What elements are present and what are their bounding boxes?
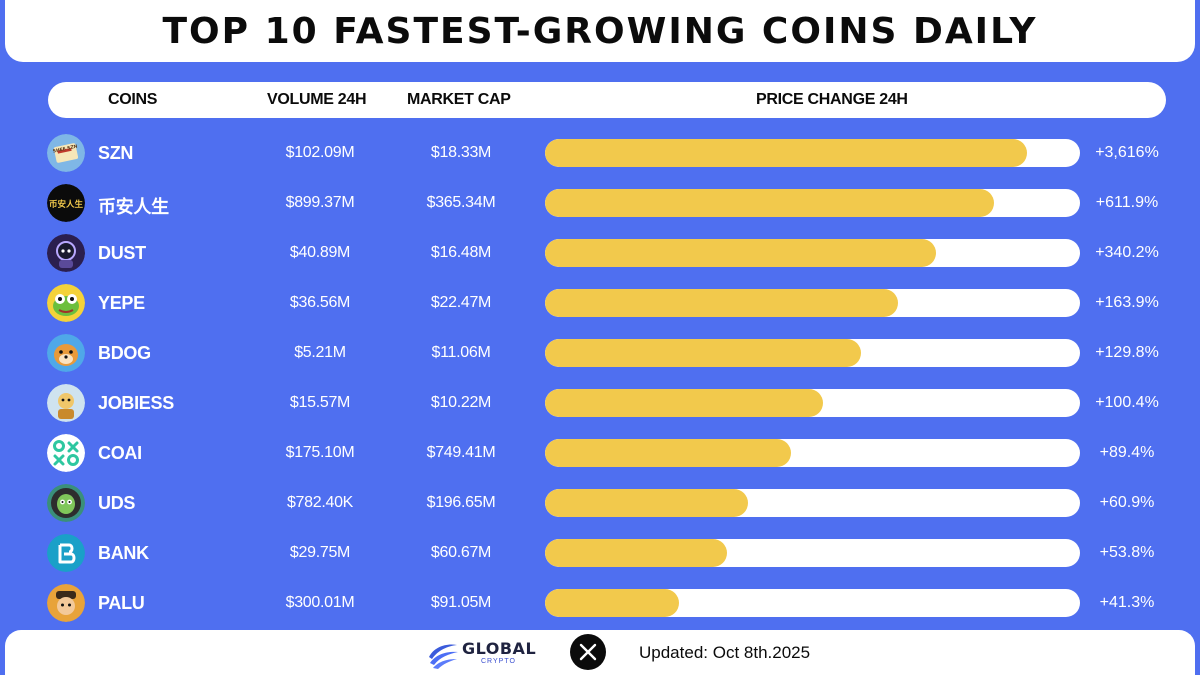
table-row: YEPE $36.56M $22.47M +163.9%: [0, 281, 1200, 325]
bdog-dog-icon: [47, 334, 85, 372]
volume-value: $300.01M: [285, 594, 355, 611]
coin-name: 币安人生: [98, 197, 169, 217]
globe-swoosh-icon: [429, 644, 458, 669]
volume-value: $36.56M: [289, 294, 351, 311]
bar-track: [545, 339, 1080, 367]
coin-name: BDOG: [98, 343, 151, 363]
market-cap-value: $16.48M: [430, 244, 492, 261]
bar-fill: [545, 189, 994, 217]
header-market-cap: MARKET CAP: [407, 91, 511, 108]
bar-fill: [545, 589, 679, 617]
bank-logo-icon: [47, 534, 85, 572]
dust-astronaut-icon: [47, 234, 85, 272]
brand-subtitle: CRYPTO: [481, 658, 516, 665]
szn-ticket-icon: SHEE SZN: [47, 134, 85, 172]
title-banner: TOP 10 FASTEST-GROWING COINS DAILY: [5, 0, 1195, 62]
table-row: SHEE SZN SZN $102.09M $18.33M +3,616%: [0, 131, 1200, 175]
bar-fill: [545, 239, 936, 267]
bar-track: [545, 589, 1080, 617]
binance-life-icon: 币安人生: [47, 184, 85, 222]
table-row: PALU $300.01M $91.05M +41.3%: [0, 581, 1200, 625]
coin-name: YEPE: [98, 293, 145, 313]
price-change-label: +41.3%: [1099, 594, 1155, 611]
coin-name: SZN: [98, 143, 134, 163]
footer: GLOBAL CRYPTO Updated: Oct 8th.2025: [5, 630, 1195, 675]
table-row: JOBIESS $15.57M $10.22M +100.4%: [0, 381, 1200, 425]
bar-fill: [545, 389, 823, 417]
x-logo-icon[interactable]: [570, 634, 606, 670]
price-change-label: +129.8%: [1095, 344, 1159, 361]
bar-fill: [545, 139, 1027, 167]
price-change-label: +53.8%: [1099, 544, 1155, 561]
price-change-label: +611.9%: [1095, 194, 1159, 211]
page-title: TOP 10 FASTEST-GROWING COINS DAILY: [162, 10, 1038, 52]
bar-track: [545, 439, 1080, 467]
header-price-change: PRICE CHANGE 24H: [756, 91, 908, 108]
bar-fill: [545, 289, 898, 317]
price-change-label: +60.9%: [1099, 494, 1155, 511]
market-cap-value: $10.22M: [430, 394, 492, 411]
table-row: UDS $782.40K $196.65M +60.9%: [0, 481, 1200, 525]
bar-track: [545, 139, 1080, 167]
coai-logo-icon: [47, 434, 85, 472]
market-cap-value: $22.47M: [430, 294, 492, 311]
market-cap-value: $365.34M: [426, 194, 496, 211]
volume-value: $175.10M: [285, 444, 355, 461]
table-row: DUST $40.89M $16.48M +340.2%: [0, 231, 1200, 275]
coin-table: SHEE SZN SZN $102.09M $18.33M +3,616% 币安人生 币安人…: [0, 131, 1200, 625]
market-cap-value: $91.05M: [430, 594, 492, 611]
bar-track: [545, 489, 1080, 517]
volume-value: $29.75M: [289, 544, 351, 561]
volume-value: $899.37M: [285, 194, 355, 211]
table-row: COAI $175.10M $749.41M +89.4%: [0, 431, 1200, 475]
bar-track: [545, 189, 1080, 217]
table-row: BANK $29.75M $60.67M +53.8%: [0, 531, 1200, 575]
market-cap-value: $18.33M: [430, 144, 492, 161]
coin-name: DUST: [98, 243, 146, 263]
bar-track: [545, 539, 1080, 567]
jobiess-character-icon: [47, 384, 85, 422]
volume-value: $5.21M: [294, 344, 346, 361]
coin-name: JOBIESS: [98, 393, 174, 413]
table-row: 币安人生 币安人生 $899.37M $365.34M +611.9%: [0, 181, 1200, 225]
yepe-frog-icon: [47, 284, 85, 322]
bar-fill: [545, 489, 748, 517]
updated-timestamp: Updated: Oct 8th.2025: [639, 643, 811, 662]
price-change-label: +100.4%: [1095, 394, 1159, 411]
header-volume: VOLUME 24H: [267, 91, 367, 108]
binance-life-icon-text: 币安人生: [49, 199, 84, 210]
market-cap-value: $60.67M: [430, 544, 492, 561]
market-cap-value: $11.06M: [431, 344, 491, 361]
szn-icon-text: SHEE SZN: [52, 144, 78, 155]
bar-fill: [545, 339, 861, 367]
global-crypto-logo: GLOBAL CRYPTO: [426, 636, 538, 670]
volume-value: $15.57M: [289, 394, 351, 411]
bar-fill: [545, 439, 791, 467]
market-cap-value: $196.65M: [426, 494, 496, 511]
coin-name: BANK: [98, 543, 149, 563]
price-change-label: +340.2%: [1095, 244, 1159, 261]
price-change-label: +3,616%: [1095, 144, 1159, 161]
coin-name: UDS: [98, 493, 136, 513]
column-header-bar: COINS VOLUME 24H MARKET CAP PRICE CHANGE…: [48, 82, 1166, 118]
bar-track: [545, 389, 1080, 417]
price-change-label: +89.4%: [1099, 444, 1155, 461]
price-change-label: +163.9%: [1095, 294, 1159, 311]
coin-name: COAI: [98, 443, 142, 463]
bar-fill: [545, 539, 727, 567]
volume-value: $102.09M: [285, 144, 355, 161]
bar-track: [545, 289, 1080, 317]
volume-value: $40.89M: [289, 244, 351, 261]
palu-character-icon: [47, 584, 85, 622]
brand-name: GLOBAL: [462, 639, 537, 658]
volume-value: $782.40K: [286, 494, 354, 511]
bar-track: [545, 239, 1080, 267]
header-coins: COINS: [108, 91, 158, 108]
market-cap-value: $749.41M: [426, 444, 496, 461]
table-row: BDOG $5.21M $11.06M +129.8%: [0, 331, 1200, 375]
coin-name: PALU: [98, 593, 145, 613]
uds-zombie-icon: [47, 484, 85, 522]
